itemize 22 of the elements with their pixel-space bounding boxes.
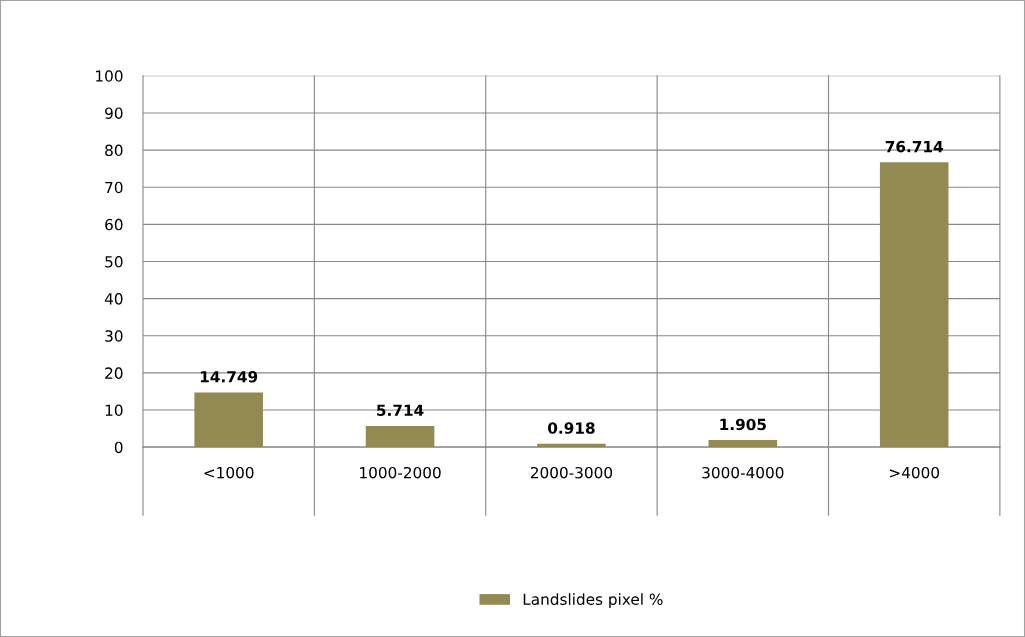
data-label: 0.918 [548,422,595,434]
y-tick-label: 80 [105,144,123,157]
x-tick-label: >4000 [889,466,940,479]
legend-label: Landslides pixel % [523,593,663,608]
data-label: 5.714 [377,404,424,417]
y-tick-label: 50 [105,255,123,268]
x-tick-label: 3000-4000 [702,466,784,479]
y-tick-label: 10 [105,404,123,417]
y-tick-label: 90 [105,107,123,119]
y-tick-label: 0 [114,441,123,454]
data-label: 1.905 [720,418,766,431]
y-tick-label: 30 [105,330,123,342]
data-label: 14.749 [200,370,258,383]
y-tick-label: 70 [105,181,123,194]
x-tick-label: 2000-3000 [530,466,613,479]
y-tick-label: 20 [105,367,123,379]
x-tick-label: <1000 [204,466,254,479]
y-tick-label: 60 [105,218,123,231]
data-label: 76.714 [885,140,943,153]
y-tick-label: 40 [104,293,123,305]
x-tick-label: 1000-2000 [360,466,441,479]
y-tick-label: 100 [96,70,123,82]
